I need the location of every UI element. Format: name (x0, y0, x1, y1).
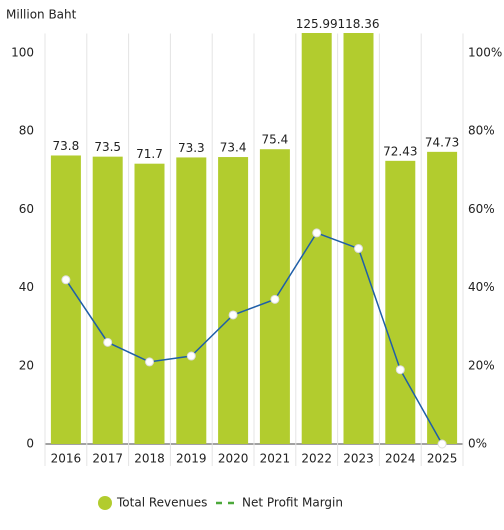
y-tick-label: 0 (26, 437, 34, 451)
bar (50, 155, 81, 444)
y-tick-label: 100 (11, 46, 34, 60)
bar (427, 151, 458, 444)
x-tick-label: 2017 (92, 452, 123, 466)
data-label: 71.7 (136, 147, 163, 161)
x-tick-label: 2022 (301, 452, 332, 466)
y-tick-label: 40 (19, 280, 34, 294)
y2-tick-label: 60% (468, 202, 495, 216)
y-axis-title: Million Baht (6, 8, 77, 22)
x-tick-label: 2025 (427, 452, 458, 466)
point (437, 439, 447, 449)
data-label: 72.43 (383, 144, 417, 158)
x-tick-label: 2016 (51, 452, 82, 466)
bar (176, 157, 207, 445)
bar (92, 156, 123, 444)
data-label: 125.99 (296, 17, 338, 31)
y2-tick-label: 80% (468, 124, 495, 138)
data-label: 73.4 (220, 141, 247, 155)
data-label: 73.8 (53, 139, 80, 153)
point (186, 351, 196, 361)
x-tick-label: 2019 (176, 452, 207, 466)
y2-tick-label: 40% (468, 280, 495, 294)
data-label: 73.5 (94, 140, 121, 154)
point (61, 275, 71, 285)
data-label: 75.4 (262, 133, 289, 147)
y-tick-label: 80 (19, 124, 34, 138)
x-tick-label: 2023 (343, 452, 374, 466)
y2-tick-label: 100% (468, 46, 502, 60)
point (312, 228, 322, 238)
data-label: 74.73 (425, 135, 459, 149)
point (228, 310, 238, 320)
legend-marker (98, 496, 112, 510)
legend: Total Revenues Net Profit Margin (98, 496, 343, 510)
x-tick-label: 2021 (260, 452, 291, 466)
bar (301, 33, 332, 445)
x-tick-label: 2024 (385, 452, 416, 466)
legend-label: Net Profit Margin (242, 496, 343, 510)
y-tick-label: 20 (19, 358, 34, 372)
x-tick-label: 2020 (218, 452, 249, 466)
bar (218, 157, 249, 444)
bar (385, 160, 416, 444)
point (270, 294, 280, 304)
bar (134, 163, 165, 445)
point (354, 244, 363, 254)
y2-tick-label: 0% (468, 437, 487, 451)
plot-area (50, 33, 458, 445)
point (145, 357, 154, 367)
legend-label: Total Revenues (116, 496, 207, 510)
y2-tick-label: 20% (468, 358, 495, 372)
point (103, 337, 113, 347)
line (65, 231, 443, 445)
bar (343, 33, 374, 444)
y-tick-label: 60 (19, 202, 34, 216)
data-label: 73.3 (178, 141, 205, 155)
point (395, 365, 405, 375)
x-tick-label: 2018 (134, 452, 165, 466)
data-label: 118.36 (338, 17, 380, 31)
